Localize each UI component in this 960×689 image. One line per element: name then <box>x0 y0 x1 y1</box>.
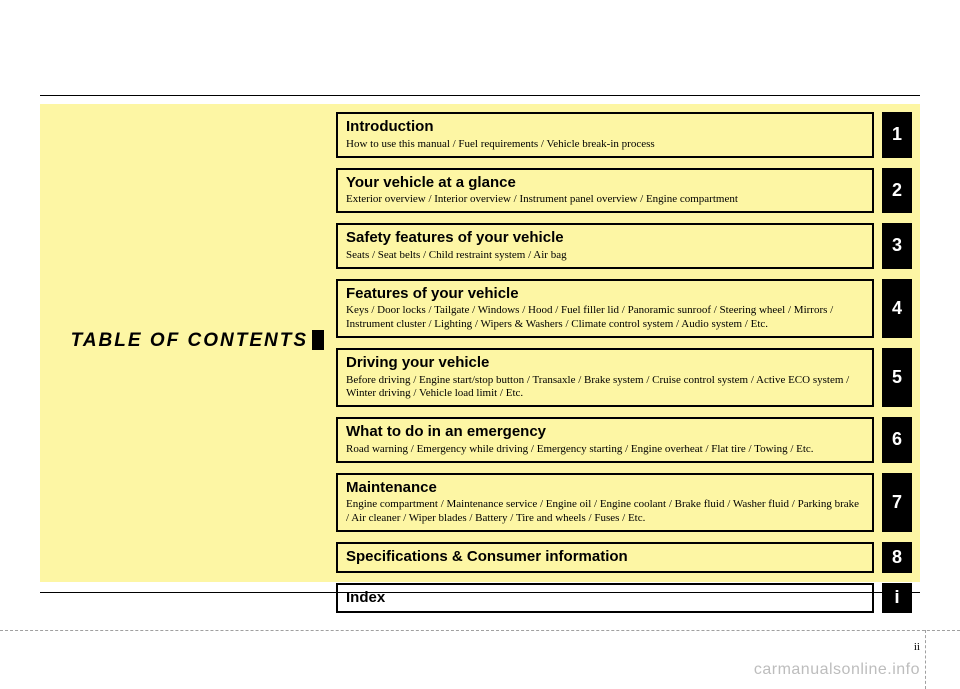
chapter-tab: I <box>882 583 912 614</box>
chapter-tab: 7 <box>882 473 912 532</box>
crop-line-horizontal <box>0 630 960 631</box>
toc-entry-title: What to do in an emergency <box>346 423 864 442</box>
toc-entry-desc: Keys / Door locks / Tailgate / Windows /… <box>346 304 864 332</box>
toc-entry: Your vehicle at a glance Exterior overvi… <box>336 168 874 214</box>
chapter-tab: 5 <box>882 348 912 407</box>
toc-entry: Driving your vehicle Before driving / En… <box>336 348 874 407</box>
toc-row: Index I <box>336 583 912 614</box>
toc-entry: What to do in an emergency Road warning … <box>336 417 874 463</box>
toc-entry: Introduction How to use this manual / Fu… <box>336 112 874 158</box>
toc-entry: Index <box>336 583 874 614</box>
chapter-tab: 6 <box>882 417 912 463</box>
toc-entries: Introduction How to use this manual / Fu… <box>336 112 912 613</box>
chapter-tab: 3 <box>882 223 912 269</box>
toc-row: What to do in an emergency Road warning … <box>336 417 912 463</box>
toc-entry-desc: Seats / Seat belts / Child restraint sys… <box>346 249 864 263</box>
toc-entry-desc: Before driving / Engine start/stop butto… <box>346 374 864 402</box>
toc-row: Specifications & Consumer information 8 <box>336 542 912 573</box>
toc-heading: TABLE OF CONTENTS <box>48 330 308 352</box>
toc-row: Safety features of your vehicle Seats / … <box>336 223 912 269</box>
crop-line-vertical <box>925 630 926 689</box>
toc-entry-desc: Road warning / Emergency while driving /… <box>346 443 864 457</box>
toc-row: Your vehicle at a glance Exterior overvi… <box>336 168 912 214</box>
chapter-tab: 2 <box>882 168 912 214</box>
page-number: ii <box>914 641 920 653</box>
toc-row: Features of your vehicle Keys / Door loc… <box>336 279 912 338</box>
toc-entry: Maintenance Engine compartment / Mainten… <box>336 473 874 532</box>
toc-entry-desc: Engine compartment / Maintenance service… <box>346 498 864 526</box>
toc-entry-title: Driving your vehicle <box>346 354 864 373</box>
page: TABLE OF CONTENTS Introduction How to us… <box>0 0 960 689</box>
toc-entry-title: Your vehicle at a glance <box>346 174 864 193</box>
chapter-tab: 4 <box>882 279 912 338</box>
chapter-tab: 8 <box>882 542 912 573</box>
toc-entry-desc: Exterior overview / Interior overview / … <box>346 193 864 207</box>
toc-row: Maintenance Engine compartment / Mainten… <box>336 473 912 532</box>
toc-entry-title: Maintenance <box>346 479 864 498</box>
toc-entry-title: Features of your vehicle <box>346 285 864 304</box>
toc-entry-title: Safety features of your vehicle <box>346 229 864 248</box>
watermark-text: carmanualsonline.info <box>754 661 920 679</box>
toc-entry: Safety features of your vehicle Seats / … <box>336 223 874 269</box>
bottom-rule <box>40 592 920 593</box>
toc-entry: Features of your vehicle Keys / Door loc… <box>336 279 874 338</box>
toc-row: Driving your vehicle Before driving / En… <box>336 348 912 407</box>
toc-heading-bar <box>312 330 324 350</box>
toc-entry-desc: How to use this manual / Fuel requiremen… <box>346 138 864 152</box>
toc-entry-title: Specifications & Consumer information <box>346 548 864 567</box>
toc-entry-title: Introduction <box>346 118 864 137</box>
toc-row: Introduction How to use this manual / Fu… <box>336 112 912 158</box>
top-rule <box>40 95 920 96</box>
chapter-tab: 1 <box>882 112 912 158</box>
toc-entry: Specifications & Consumer information <box>336 542 874 573</box>
